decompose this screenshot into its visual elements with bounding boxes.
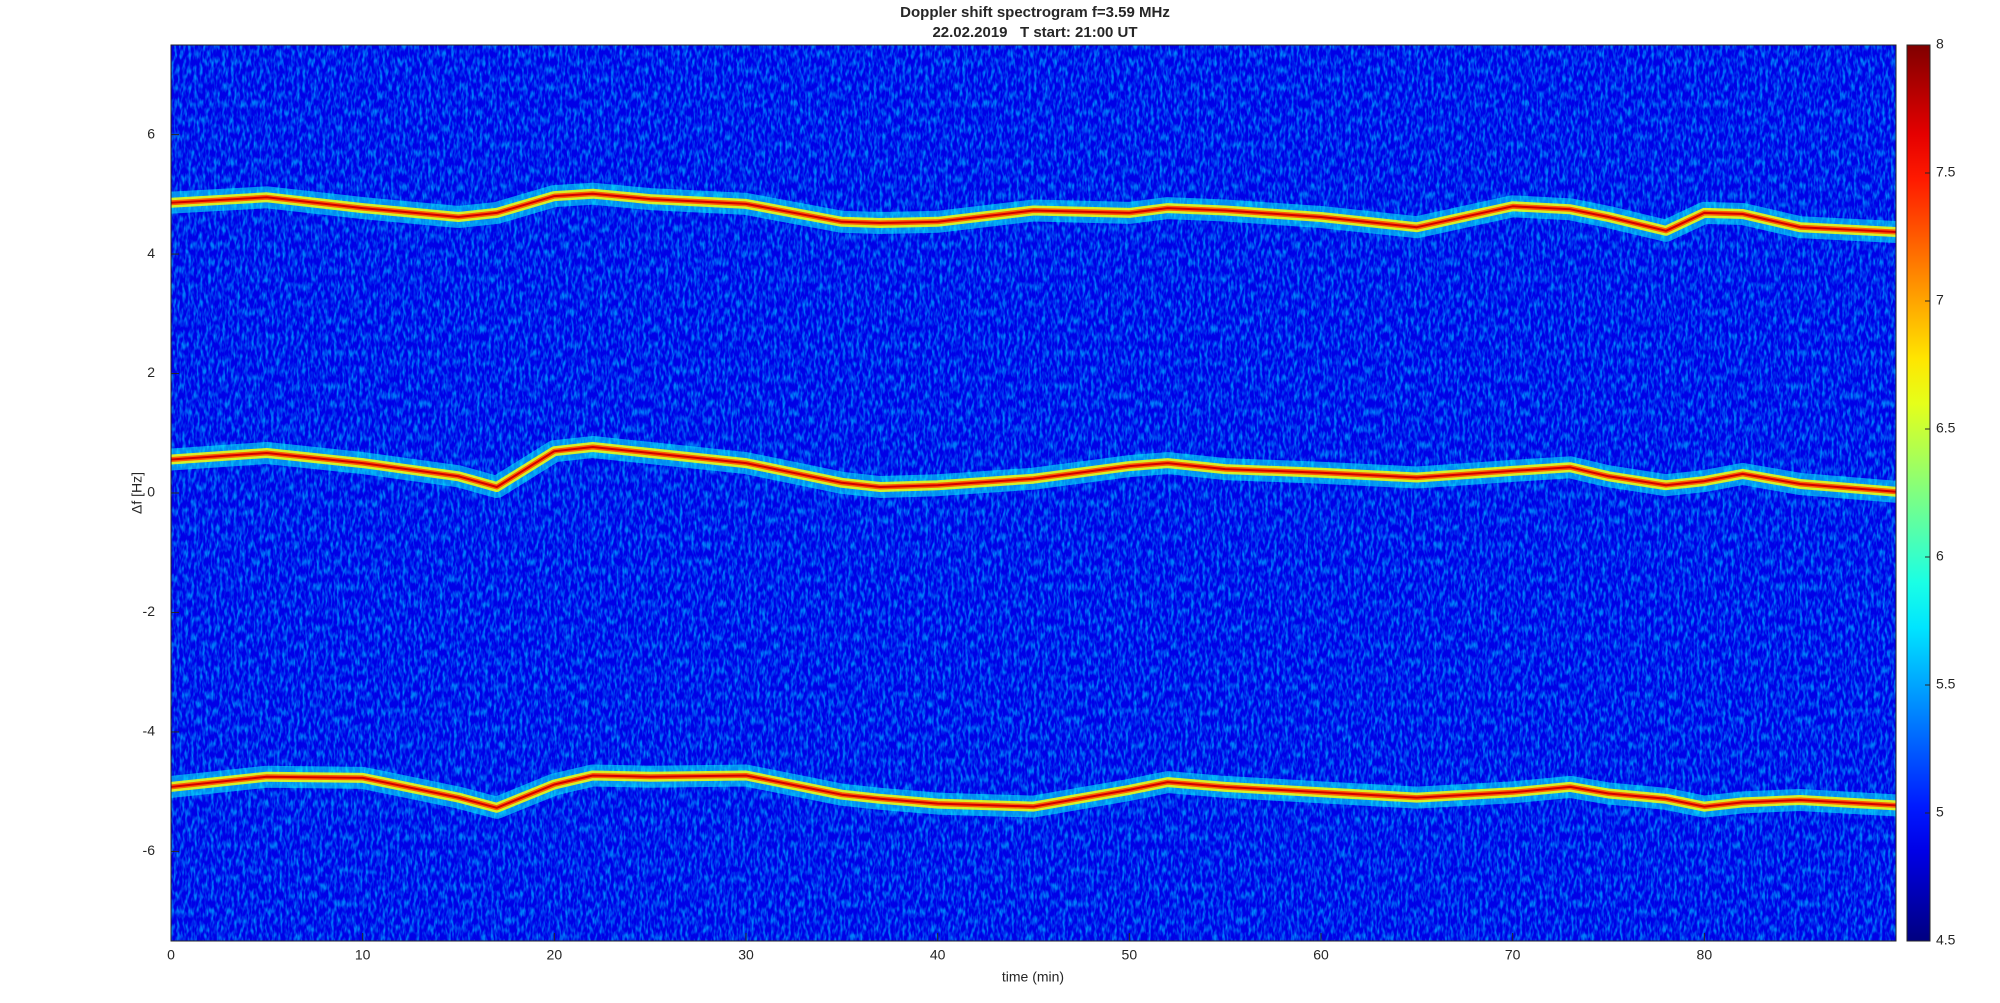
x-tick-label: 70 [1505, 947, 1521, 963]
x-tick-label: 30 [738, 947, 754, 963]
x-tick-label: 20 [547, 947, 563, 963]
colorbar-tick-label: 6 [1936, 548, 1944, 564]
y-tick-label: 6 [147, 125, 155, 141]
y-tick-label: 4 [147, 245, 155, 261]
y-axis-label: Δf [Hz] [129, 472, 145, 514]
x-tick-label: 40 [930, 947, 946, 963]
x-axis-label: time (min) [1002, 969, 1064, 985]
chart-title: Doppler shift spectrogram f=3.59 MHz [900, 4, 1170, 21]
colorbar [1906, 44, 1931, 942]
chart-subtitle: 22.02.2019 T start: 21:00 UT [932, 24, 1137, 41]
x-tick-label: 50 [1122, 947, 1138, 963]
x-tick-label: 10 [355, 947, 371, 963]
colorbar-tick-label: 5 [1936, 804, 1944, 820]
y-tick-label: -6 [143, 842, 156, 858]
colorbar-tick-label: 6.5 [1936, 420, 1956, 436]
colorbar-tick-label: 5.5 [1936, 676, 1956, 692]
y-tick-label: -4 [143, 723, 156, 739]
x-tick-label: 0 [167, 947, 175, 963]
y-tick-label: 2 [147, 364, 155, 380]
trace-core [171, 192, 1896, 233]
x-tick-label: 60 [1313, 947, 1329, 963]
colorbar-tick-label: 4.5 [1936, 932, 1956, 948]
y-tick-label: -2 [143, 603, 156, 619]
colorbar-tick-label: 7.5 [1936, 164, 1956, 180]
y-tick-label: 0 [147, 484, 155, 500]
x-tick-label: 80 [1697, 947, 1713, 963]
colorbar-tick-label: 8 [1936, 36, 1944, 52]
colorbar-tick-label: 7 [1936, 292, 1944, 308]
trace-core [171, 446, 1896, 493]
trace-core [171, 774, 1896, 809]
